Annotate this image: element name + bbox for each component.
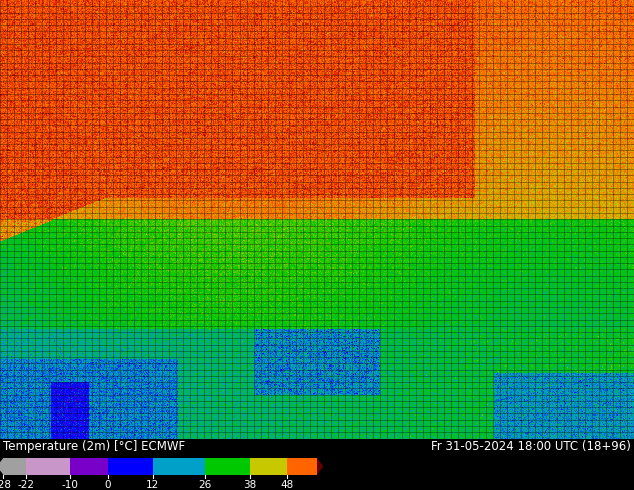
Text: -22: -22 bbox=[17, 480, 34, 490]
Polygon shape bbox=[0, 458, 3, 474]
Bar bbox=[3, 458, 25, 474]
Bar bbox=[205, 458, 250, 474]
Bar bbox=[70, 458, 108, 474]
Text: Temperature (2m) [°C] ECMWF: Temperature (2m) [°C] ECMWF bbox=[3, 440, 185, 453]
Bar bbox=[25, 458, 70, 474]
Bar bbox=[287, 458, 317, 474]
Bar bbox=[153, 458, 205, 474]
Bar bbox=[250, 458, 287, 474]
Text: 38: 38 bbox=[243, 480, 256, 490]
Text: -28: -28 bbox=[0, 480, 11, 490]
Text: 12: 12 bbox=[146, 480, 159, 490]
Text: 0: 0 bbox=[105, 480, 111, 490]
Bar bbox=[108, 458, 153, 474]
Text: -10: -10 bbox=[62, 480, 79, 490]
Text: Fr 31-05-2024 18:00 UTC (18+96): Fr 31-05-2024 18:00 UTC (18+96) bbox=[431, 440, 631, 453]
Text: 48: 48 bbox=[280, 480, 294, 490]
Polygon shape bbox=[317, 458, 323, 474]
Text: 26: 26 bbox=[198, 480, 212, 490]
